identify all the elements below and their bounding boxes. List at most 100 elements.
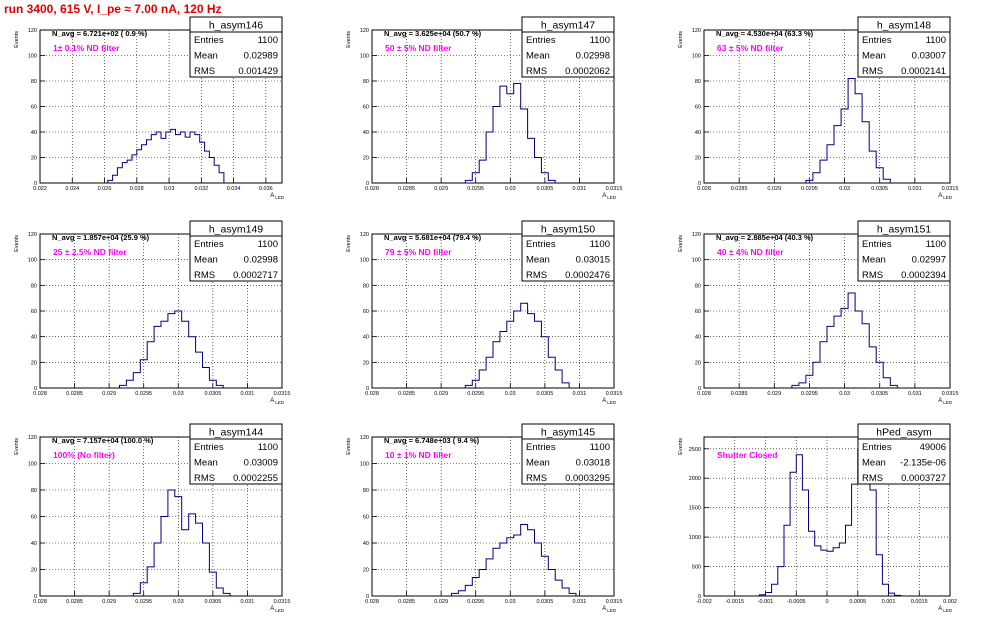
stats-value: 0.03009 bbox=[244, 458, 278, 469]
stats-box bbox=[189, 220, 283, 282]
filter-annotation: 1± 0.1% ND filter bbox=[53, 43, 120, 53]
y-tick-label: 80 bbox=[363, 488, 369, 494]
y-tick-label: 80 bbox=[31, 283, 37, 289]
stats-value: 49006 bbox=[920, 442, 946, 453]
navg-label: N_avg = 6.721e+02 ( 0.9 %) bbox=[52, 29, 148, 38]
x-tick-label: 0.0295 bbox=[467, 391, 484, 397]
stats-label: RMS bbox=[862, 473, 883, 484]
navg-label: N_avg = 2.885e+04 (40.3 %) bbox=[716, 233, 814, 242]
stats-value: 0.03018 bbox=[576, 458, 610, 469]
x-tick-label: 0.029 bbox=[434, 186, 448, 192]
panel-hPed_asym: -0.002 -0.0015 -0.001 -0.0005 0 0.0005 0.001 0.… bbox=[678, 423, 957, 613]
x-tick-label: 0.0305 bbox=[204, 391, 221, 397]
stats-label: Mean bbox=[862, 255, 886, 266]
x-tick-label: 0.0305 bbox=[871, 391, 888, 397]
x-axis-title: ALED bbox=[270, 398, 285, 405]
stats-label: RMS bbox=[526, 66, 547, 77]
stats-label: Mean bbox=[194, 255, 218, 266]
x-tick-label: 0.0315 bbox=[274, 391, 291, 397]
y-tick-label: 0 bbox=[698, 594, 701, 600]
x-tick-label: 0.03 bbox=[164, 186, 175, 192]
x-tick-label: 0.029 bbox=[434, 391, 448, 397]
panel-h_asym150: 0.028 0.0285 0.029 0.0295 0.03 0.0305 0.031 0.0… bbox=[346, 220, 622, 405]
x-tick-label: 0.03 bbox=[505, 186, 516, 192]
x-tick-label: 0.03 bbox=[839, 186, 850, 192]
y-tick-label: 60 bbox=[363, 309, 369, 315]
stats-value: 1100 bbox=[590, 239, 610, 250]
stats-value: 0.0003727 bbox=[901, 473, 946, 484]
x-tick-label: 0.0295 bbox=[467, 186, 484, 192]
histogram-line bbox=[107, 128, 225, 183]
x-tick-label: 0.028 bbox=[697, 391, 711, 397]
x-axis-title: ALED bbox=[602, 193, 617, 200]
histogram-name: h_asym148 bbox=[877, 20, 931, 32]
y-tick-label: 60 bbox=[695, 105, 701, 111]
panel-h_asym145: 0.028 0.0285 0.029 0.0295 0.03 0.0305 0.031 0.0… bbox=[346, 423, 622, 613]
stats-box bbox=[857, 423, 951, 485]
x-tick-label: 0.0295 bbox=[801, 186, 818, 192]
stats-value: 1100 bbox=[926, 35, 946, 46]
y-axis-title: Events bbox=[678, 235, 684, 252]
stats-label: Mean bbox=[862, 51, 886, 62]
stats-value: 0.03015 bbox=[576, 255, 610, 266]
y-tick-label: 40 bbox=[31, 130, 37, 136]
y-tick-label: 60 bbox=[363, 515, 369, 521]
y-tick-label: 0 bbox=[34, 594, 37, 600]
y-tick-label: 120 bbox=[28, 232, 37, 238]
histogram-name: h_asym147 bbox=[541, 20, 595, 32]
x-tick-label: 0.0295 bbox=[135, 391, 152, 397]
x-tick-label: 0.029 bbox=[102, 599, 116, 605]
panel-h_asym144: 0.028 0.0285 0.029 0.0295 0.03 0.0305 0.031 0.0… bbox=[14, 423, 291, 613]
stats-value: 1100 bbox=[258, 239, 278, 250]
histogram-line bbox=[464, 302, 570, 388]
filter-annotation: 100% (No filter) bbox=[53, 450, 115, 460]
x-tick-label: 0.036 bbox=[259, 186, 273, 192]
x-tick-label: 0.031 bbox=[908, 186, 922, 192]
x-tick-label: 0.034 bbox=[227, 186, 241, 192]
stats-label: Mean bbox=[194, 458, 218, 469]
y-tick-label: 60 bbox=[695, 309, 701, 315]
x-tick-label: 0.026 bbox=[98, 186, 112, 192]
y-tick-label: 120 bbox=[28, 435, 37, 441]
x-tick-label: 0.0285 bbox=[66, 391, 83, 397]
y-tick-label: 20 bbox=[31, 568, 37, 574]
y-tick-label: 100 bbox=[28, 258, 37, 264]
y-tick-label: 60 bbox=[31, 309, 37, 315]
stats-label: RMS bbox=[526, 473, 547, 484]
x-tick-label: 0.0315 bbox=[942, 186, 959, 192]
y-tick-label: 20 bbox=[31, 156, 37, 162]
y-tick-label: 120 bbox=[360, 232, 369, 238]
x-tick-label: 0.031 bbox=[573, 599, 587, 605]
histogram-name: h_asym144 bbox=[209, 427, 263, 439]
x-tick-label: 0.0315 bbox=[274, 599, 291, 605]
y-tick-label: 80 bbox=[363, 79, 369, 85]
x-tick-label: 0.0285 bbox=[66, 599, 83, 605]
navg-label: N_avg = 7.157e+04 (100.0 %) bbox=[52, 436, 154, 445]
x-tick-label: 0.032 bbox=[194, 186, 208, 192]
y-tick-label: 500 bbox=[692, 565, 701, 571]
y-axis-title: Events bbox=[14, 31, 20, 48]
x-tick-label: 0.029 bbox=[767, 391, 781, 397]
stats-value: 0.0002062 bbox=[565, 66, 610, 77]
histogram-name: h_asym149 bbox=[209, 224, 263, 236]
stats-value: 1100 bbox=[590, 442, 610, 453]
stats-label: Mean bbox=[526, 458, 550, 469]
stats-box bbox=[857, 220, 951, 282]
x-tick-label: 0.0285 bbox=[731, 186, 748, 192]
y-axis-title: Events bbox=[14, 235, 20, 252]
x-tick-label: 0.0295 bbox=[135, 599, 152, 605]
y-tick-label: 40 bbox=[31, 335, 37, 341]
y-tick-label: 100 bbox=[692, 54, 701, 60]
x-tick-label: 0.029 bbox=[102, 391, 116, 397]
stats-label: RMS bbox=[194, 270, 215, 281]
x-tick-label: 0.031 bbox=[241, 599, 255, 605]
navg-label: N_avg = 1.857e+04 (25.9 %) bbox=[52, 233, 150, 242]
stats-value: 0.0002255 bbox=[233, 473, 278, 484]
x-tick-label: 0.0305 bbox=[871, 186, 888, 192]
y-tick-label: 0 bbox=[34, 386, 37, 392]
x-axis-title: ALED bbox=[270, 606, 285, 613]
panel-h_asym148: 0.028 0.0285 0.029 0.0295 0.03 0.0305 0.031 0.0… bbox=[678, 16, 959, 200]
y-tick-label: 20 bbox=[363, 156, 369, 162]
y-tick-label: 100 bbox=[360, 462, 369, 468]
